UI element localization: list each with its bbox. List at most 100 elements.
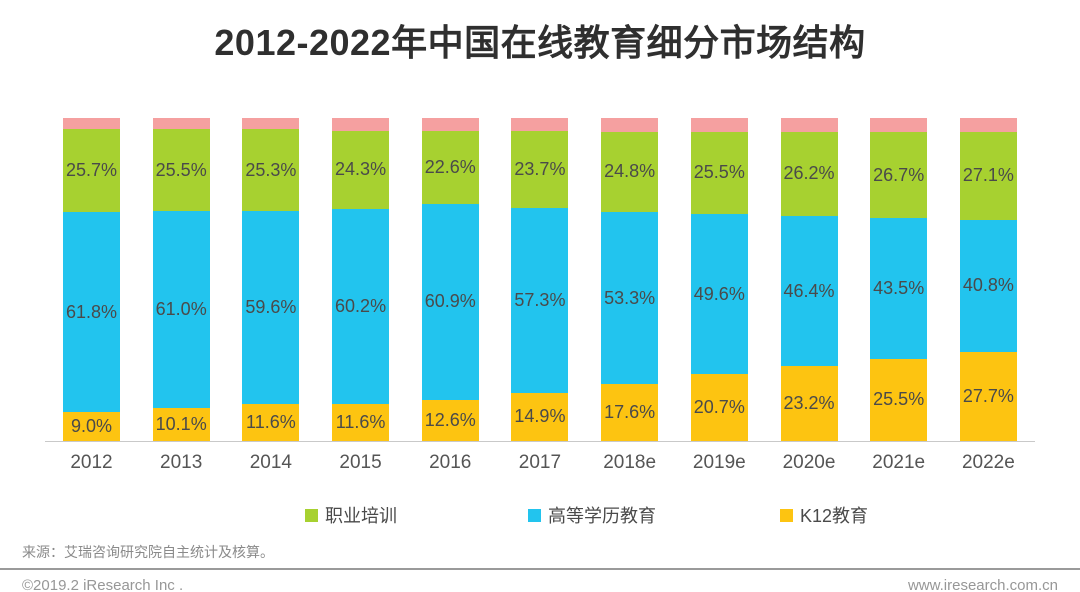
legend-label: 高等学历教育 <box>548 506 656 526</box>
segment-value-label: 23.7% <box>514 159 566 180</box>
bar-2021e: 26.7% 43.5% 25.5% <box>870 118 928 441</box>
bar-segment: 57.3% <box>511 207 569 393</box>
x-tick-label: 2012 <box>70 452 113 473</box>
bar-segment: 9.0% <box>63 411 120 441</box>
bar-segment: 43.5% <box>870 218 928 359</box>
segment-value-label: 46.4% <box>783 280 835 301</box>
x-tick-label: 2014 <box>249 452 293 473</box>
bar-segment: 23.2% <box>780 366 838 441</box>
segment-value-label: 25.7% <box>65 160 118 181</box>
copyright-text: ©2019.2 iResearch Inc . <box>22 577 184 592</box>
bar-segment: 24.3% <box>332 130 390 210</box>
segment-value-label: 22.6% <box>424 156 476 177</box>
footer-divider <box>0 568 1080 570</box>
chart-page: 2012-2022年中国在线教育细分市场结构 25.7% 61.8% 9.0% 25.… <box>0 14 1080 592</box>
legend-swatch-icon <box>780 508 793 522</box>
segment-value-label: 9.0% <box>70 415 113 436</box>
segment-value-label: 27.7% <box>962 385 1014 406</box>
x-tick-label: 2017 <box>518 452 562 473</box>
bar-segment: 25.5% <box>152 129 210 212</box>
bar-2022e: 27.1% 40.8% 27.7% <box>959 118 1017 441</box>
x-tick-label: 2016 <box>429 452 472 473</box>
segment-value-label: 59.6% <box>245 296 297 317</box>
bar-segment: 27.1% <box>959 132 1017 220</box>
segment-value-label: 20.7% <box>693 397 745 418</box>
segment-value-label: 26.7% <box>873 164 925 185</box>
stacked-bar-chart: 25.7% 61.8% 9.0% 25.5% 61.0% 10.1% 25.3% 59.6% 1… <box>45 118 1035 474</box>
bar-segment: 11.6% <box>332 403 390 441</box>
x-tick-label: 2019e <box>692 452 746 473</box>
segment-value-label: 61.0% <box>155 299 207 320</box>
legend-item: 职业培训 <box>305 502 397 528</box>
segment-value-label: 17.6% <box>604 402 656 423</box>
bar-segment: 25.5% <box>870 358 928 441</box>
x-tick-label: 2021e <box>872 452 926 473</box>
bar-segment: 14.9% <box>511 392 569 441</box>
bar-segment: 60.2% <box>332 209 390 404</box>
segment-value-label: 60.9% <box>424 291 476 312</box>
legend-label: 职业培训 <box>325 506 397 526</box>
segment-value-label: 49.6% <box>693 283 745 304</box>
bar-segment: 53.3% <box>601 212 659 385</box>
segment-value-label: 43.5% <box>873 277 925 298</box>
segment-value-label: 40.8% <box>962 275 1014 296</box>
bar-segment: 46.4% <box>780 216 838 367</box>
bar-2020e: 26.2% 46.4% 23.2% <box>780 118 838 441</box>
bar-2012: 25.7% 61.8% 9.0% <box>63 118 120 441</box>
segment-value-label: 61.8% <box>65 301 118 322</box>
bar-2019e: 25.5% 49.6% 20.7% <box>690 118 748 441</box>
segment-value-label: 25.5% <box>155 159 207 180</box>
legend: 职业培训 高等学历教育 K12教育 <box>0 502 1080 526</box>
bar-segment: 40.8% <box>959 219 1017 352</box>
bar-2018e: 24.8% 53.3% 17.6% <box>601 118 659 441</box>
x-tick-label: 2018e <box>603 452 657 473</box>
bar-2016: 22.6% 60.9% 12.6% <box>421 118 479 441</box>
segment-value-label: 53.3% <box>604 287 656 308</box>
chart-title: 2012-2022年中国在线教育细分市场结构 <box>214 22 866 63</box>
segment-value-label: 24.8% <box>604 161 656 182</box>
bar-segment: 26.7% <box>870 131 928 219</box>
bar-segment: 61.0% <box>152 211 210 409</box>
bar-segment: 61.8% <box>63 212 120 412</box>
bar-segment: 25.3% <box>242 129 300 212</box>
bar-segment: 24.8% <box>601 131 659 212</box>
x-tick-label: 2013 <box>160 452 203 473</box>
bar-segment: 20.7% <box>690 374 748 441</box>
segment-value-label: 25.3% <box>245 159 297 180</box>
bar-segment: 23.7% <box>511 131 569 208</box>
segment-value-label: 27.1% <box>962 165 1014 186</box>
segment-value-label: 23.2% <box>783 393 835 414</box>
bar-segment: 22.6% <box>421 130 479 204</box>
segment-value-label: 26.2% <box>783 163 835 184</box>
x-tick-label: 2020e <box>782 452 836 473</box>
bar-segment: 27.7% <box>959 351 1017 441</box>
footer-row: ©2019.2 iResearch Inc . www.iresearch.co… <box>22 577 1058 592</box>
legend-swatch-icon <box>305 508 318 522</box>
bar-2017: 23.7% 57.3% 14.9% <box>511 118 569 441</box>
bar-2013: 25.5% 61.0% 10.1% <box>152 118 210 441</box>
bar-segment: 17.6% <box>601 384 659 441</box>
bar-segment: 60.9% <box>421 203 479 401</box>
segment-value-label: 14.9% <box>514 406 566 427</box>
bar-segment: 26.2% <box>780 131 838 217</box>
bar-segment: 25.5% <box>690 131 748 214</box>
segment-value-label: 24.3% <box>335 159 387 180</box>
source-note: 来源：艾瑞咨询研究院自主统计及核算。 <box>22 544 274 560</box>
segment-value-label: 57.3% <box>514 289 566 310</box>
legend-swatch-icon <box>528 508 541 522</box>
bar-segment: 49.6% <box>690 213 748 375</box>
legend-label: K12教育 <box>800 506 869 526</box>
x-tick-label: 2022e <box>961 452 1015 473</box>
segment-value-label: 25.5% <box>873 389 925 410</box>
website-link[interactable]: www.iresearch.com.cn <box>907 577 1058 592</box>
bar-segment: 25.7% <box>63 129 120 213</box>
bar-2014: 25.3% 59.6% 11.6% <box>242 118 300 441</box>
segment-value-label: 11.6% <box>246 411 296 432</box>
bar-2015: 24.3% 60.2% 11.6% <box>332 118 390 441</box>
legend-item: 高等学历教育 <box>528 502 656 528</box>
segment-value-label: 60.2% <box>335 295 387 316</box>
segment-value-label: 10.1% <box>155 414 207 435</box>
bar-segment: 10.1% <box>152 408 210 441</box>
x-axis-labels: 2012 2013 2014 2015 2016 2017 2018e 2019e 2020e 2… <box>45 442 1035 474</box>
bar-segment: 11.6% <box>242 403 300 441</box>
